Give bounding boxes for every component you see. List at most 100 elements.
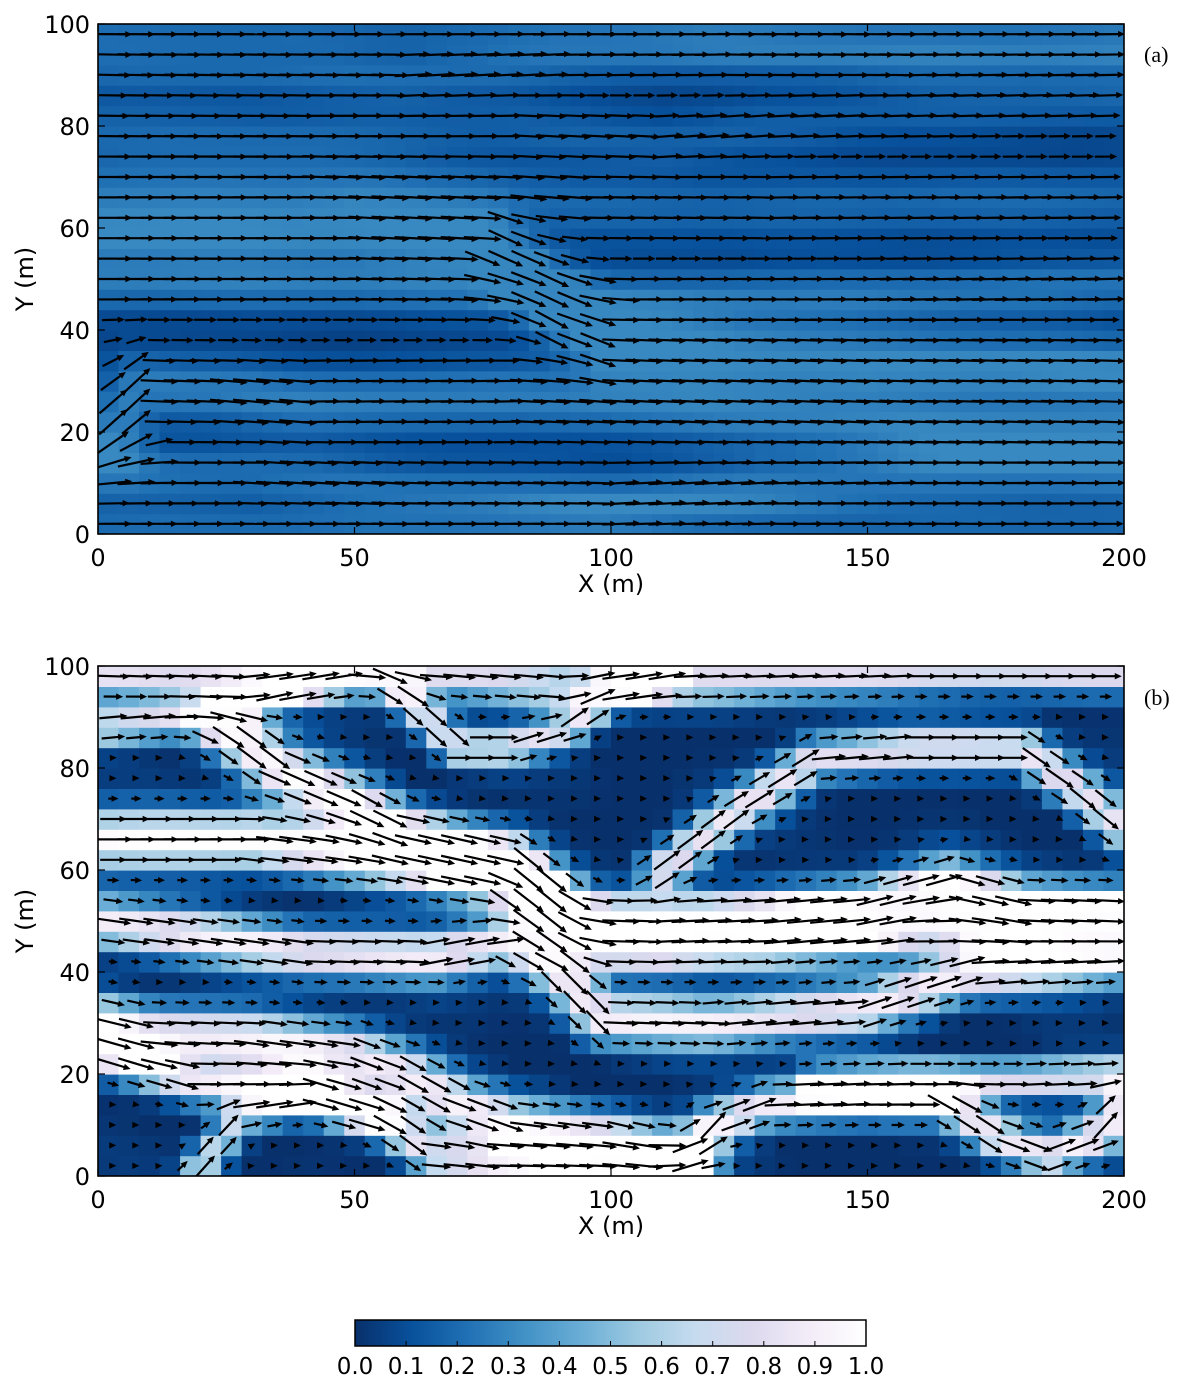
- quiver-arrow: [1031, 1101, 1042, 1108]
- quiver-arrow: [102, 355, 125, 368]
- quiver-arrow: [269, 999, 281, 1006]
- quiver-arrow: [960, 999, 975, 1006]
- quiver-arrow: [593, 855, 602, 863]
- quiver-arrow: [1088, 337, 1124, 344]
- heatmap-cell: [959, 788, 981, 810]
- heatmap-cell: [590, 808, 612, 830]
- quiver-arrow: [196, 1101, 215, 1108]
- heatmap-cell: [652, 727, 674, 749]
- quiver-arrow: [442, 1097, 477, 1112]
- heatmap-cell: [857, 1155, 879, 1176]
- quiver-arrow: [524, 1060, 532, 1067]
- quiver-arrows-a: [98, 30, 1124, 528]
- quiver-arrow: [723, 791, 749, 808]
- quiver-arrow: [417, 875, 456, 886]
- quiver-arrow: [169, 815, 196, 823]
- quiver-arrow: [511, 249, 547, 267]
- quiver-arrow: [237, 357, 267, 365]
- heatmap-cell: [672, 870, 694, 891]
- quiver-arrow: [270, 1142, 278, 1149]
- quiver-arrow: [557, 931, 592, 951]
- heatmap-cell: [508, 910, 530, 932]
- quiver-arrow: [466, 1097, 499, 1111]
- quiver-arrow: [358, 693, 377, 700]
- quiver-arrow: [98, 917, 132, 926]
- quiver-arrow: [269, 978, 281, 986]
- quiver-arrow: [132, 1142, 140, 1149]
- quiver-arrow: [515, 335, 542, 345]
- quiver-arrow: [721, 1118, 752, 1132]
- quiver-arrow: [516, 439, 542, 446]
- quiver-arrow: [902, 1101, 941, 1108]
- heatmap-cell: [1041, 808, 1064, 830]
- quiver-arrow: [493, 438, 518, 446]
- quiver-arrow: [311, 1020, 331, 1027]
- quiver-arrow: [986, 835, 994, 843]
- quiver-arrow: [907, 997, 936, 1009]
- heatmap-cell: [98, 1135, 120, 1157]
- heatmap-cell: [508, 972, 530, 993]
- quiver-arrow: [258, 770, 292, 786]
- heatmap-cell: [221, 1155, 243, 1176]
- quiver-arrow: [732, 755, 740, 762]
- quiver-arrow: [360, 1019, 374, 1027]
- x-tick-label: 100: [588, 1186, 634, 1214]
- quiver-arrow: [686, 1081, 694, 1088]
- heatmap-cell: [1082, 727, 1105, 749]
- quiver-arrow: [617, 775, 625, 782]
- quiver-arrow: [363, 734, 371, 741]
- quiver-arrow: [200, 1121, 211, 1130]
- quiver-arrow: [985, 1162, 996, 1169]
- quiver-arrow: [199, 753, 212, 761]
- quiver-arrow: [463, 273, 502, 285]
- quiver-arrow: [422, 936, 451, 946]
- panel-label-a: (a): [1144, 42, 1168, 67]
- quiver-arrow: [963, 795, 971, 802]
- quiver-arrow: [956, 153, 979, 160]
- quiver-arrow: [971, 917, 1010, 926]
- quiver-arrow: [200, 897, 211, 904]
- heatmap-cell: [344, 849, 366, 871]
- quiver-arrow: [663, 817, 671, 824]
- heatmap-cell: [303, 870, 325, 891]
- quiver-arrow: [357, 336, 378, 344]
- quiver-arrow: [848, 795, 856, 802]
- heatmap-cell: [652, 706, 674, 728]
- quiver-arrow: [825, 713, 833, 721]
- quiver-arrow: [756, 1060, 764, 1068]
- heatmap-cell: [857, 870, 879, 891]
- quiver-arrow: [327, 1039, 361, 1048]
- quiver-arrow: [430, 917, 443, 925]
- quiver-arrow: [266, 917, 284, 925]
- heatmap-cell: [528, 1094, 551, 1116]
- quiver-arrow: [816, 234, 842, 242]
- heatmap-cell: [139, 951, 161, 973]
- heatmap-cell: [569, 788, 592, 810]
- quiver-arrow: [732, 857, 741, 864]
- heatmap-cell: [898, 1114, 920, 1136]
- heatmap-cell: [508, 808, 530, 830]
- quiver-arrow: [176, 897, 189, 904]
- quiver-arrow: [218, 1114, 239, 1137]
- quiver-arrow: [961, 693, 974, 700]
- heatmap-cell: [672, 768, 694, 789]
- quiver-arrow: [593, 836, 602, 843]
- quiver-arrow: [178, 1143, 187, 1150]
- quiver-arrow: [447, 438, 472, 446]
- quiver-arrow: [637, 978, 651, 986]
- quiver-arrow: [432, 1019, 440, 1026]
- quiver-arrow: [177, 795, 188, 802]
- quiver-arrow: [406, 1039, 421, 1047]
- heatmap-cell: [775, 727, 797, 749]
- heatmap-cell: [734, 747, 756, 769]
- quiver-arrow: [268, 876, 281, 884]
- quiver-arrow: [536, 908, 567, 933]
- quiver-arrow: [316, 999, 326, 1006]
- quiver-arrow: [493, 1099, 519, 1110]
- quiver-arrow: [971, 895, 1010, 907]
- heatmap-cell: [713, 870, 735, 891]
- quiver-arrow: [654, 235, 681, 242]
- quiver-arrow: [127, 999, 146, 1007]
- heatmap-cell: [200, 972, 222, 993]
